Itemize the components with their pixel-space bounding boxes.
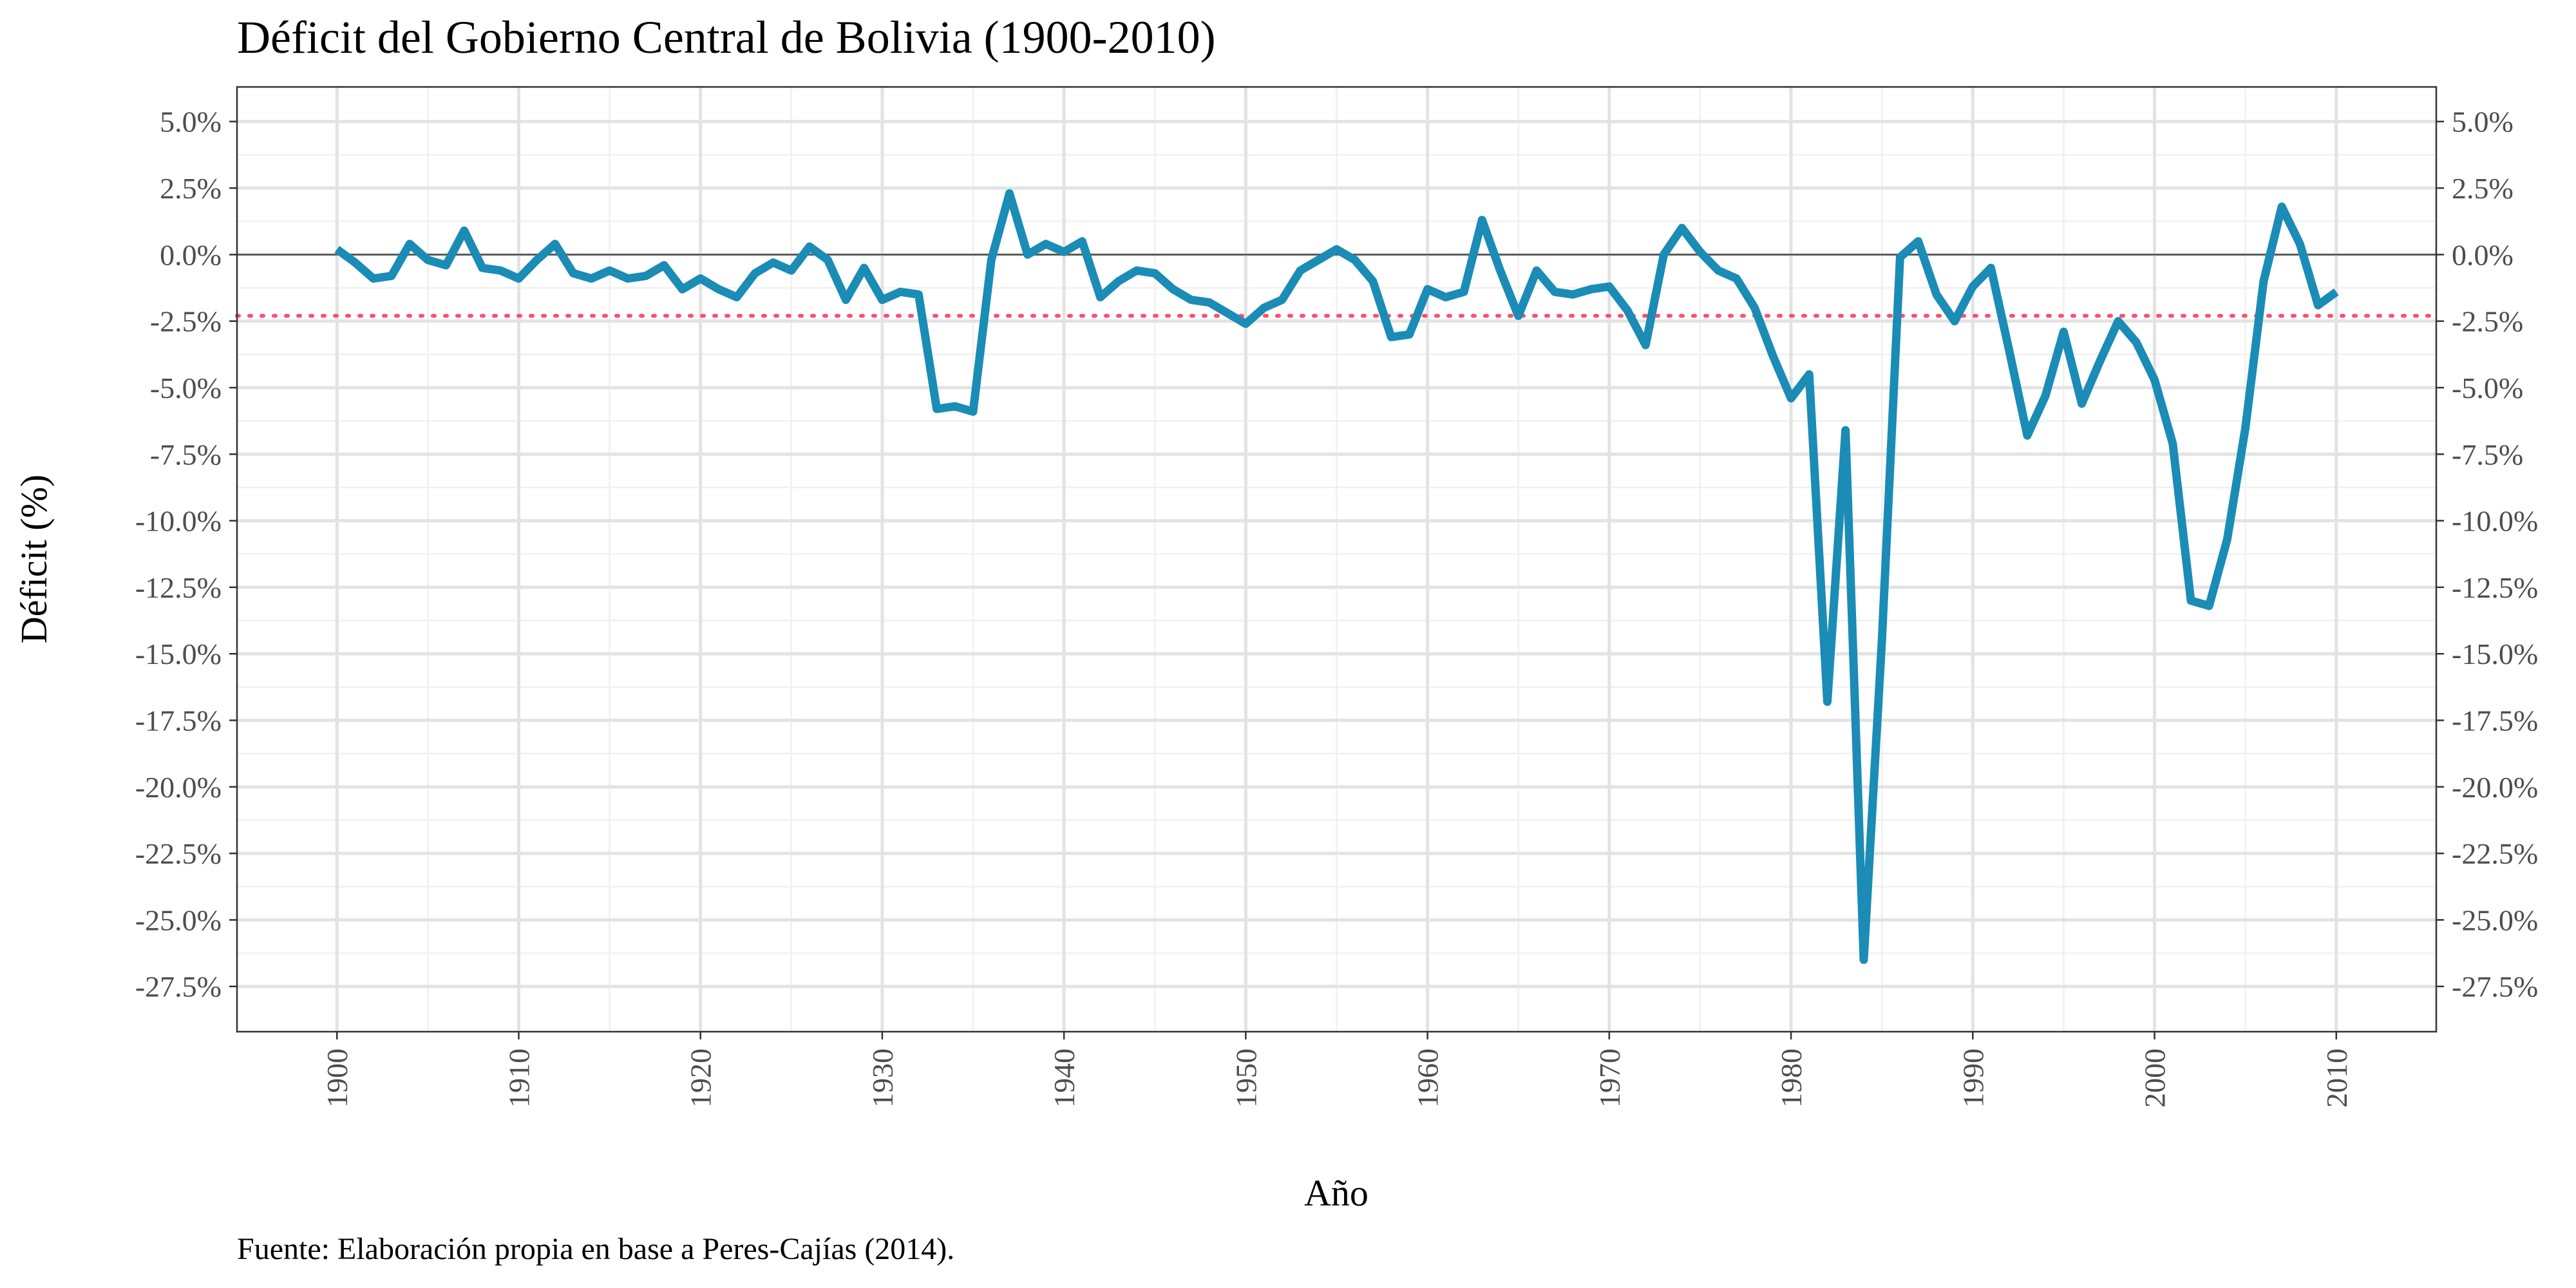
- x-tick-label: 1930: [866, 1048, 899, 1108]
- series-line: [334, 189, 2339, 964]
- y-tick-label-left: -25.0%: [135, 904, 222, 936]
- chart-title: Déficit del Gobierno Central de Bolivia …: [237, 12, 1216, 63]
- grid-lines: [237, 87, 2436, 1032]
- x-tick-label: 1980: [1775, 1048, 1808, 1108]
- x-axis-title: Año: [1304, 1172, 1368, 1214]
- axis-ticks: [229, 120, 2444, 1039]
- x-axis: 1900 1910 1920 1930 1940 1950 1960 1970 1980 1990…: [321, 1048, 2353, 1108]
- x-tick-label: 2000: [2139, 1048, 2172, 1108]
- y-tick-label-left: 2.5%: [160, 172, 222, 205]
- y-tick-label-right: 0.0%: [2452, 238, 2514, 271]
- y-axis-right: 5.0% 2.5% 0.0% -2.5% -5.0% -7.5% -10.0% -12.5% -…: [2452, 106, 2538, 1003]
- y-axis-title: Déficit (%): [13, 475, 55, 643]
- x-tick-label: 1960: [1412, 1048, 1444, 1108]
- y-tick-label-left: -2.5%: [150, 305, 222, 338]
- y-tick-label-right: -2.5%: [2452, 305, 2523, 338]
- y-tick-label-right: 5.0%: [2452, 106, 2514, 138]
- y-tick-label-left: -20.0%: [135, 771, 222, 804]
- y-tick-label-left: 5.0%: [160, 106, 222, 138]
- y-axis-left: 5.0% 2.5% 0.0% -2.5% -5.0% -7.5% -10.0% -12.5% -…: [135, 106, 222, 1003]
- plot-panel-border: [236, 86, 2438, 1033]
- x-tick-label: 1990: [1956, 1048, 1989, 1108]
- x-tick-label: 1900: [321, 1048, 354, 1108]
- y-tick-label-left: -12.5%: [135, 571, 222, 604]
- y-tick-label-right: -7.5%: [2452, 438, 2523, 471]
- x-tick-label: 1950: [1229, 1048, 1262, 1108]
- reference-lines: [235, 254, 2438, 318]
- x-tick-label: 1910: [502, 1048, 535, 1108]
- x-tick-label: 2010: [2320, 1048, 2353, 1108]
- chart-caption: Fuente: Elaboración propia en base a Per…: [237, 1232, 954, 1266]
- y-tick-label-right: 2.5%: [2452, 172, 2514, 205]
- y-tick-label-right: -27.5%: [2452, 971, 2538, 1003]
- x-tick-label: 1970: [1593, 1048, 1626, 1108]
- y-tick-label-left: -10.0%: [135, 505, 222, 538]
- y-tick-label-right: -12.5%: [2452, 571, 2538, 604]
- series-layer: [334, 189, 2339, 964]
- y-tick-label-left: -17.5%: [135, 705, 222, 737]
- y-tick-label-right: -17.5%: [2452, 705, 2538, 737]
- y-tick-label-left: -7.5%: [150, 438, 222, 471]
- y-tick-label-right: -22.5%: [2452, 837, 2538, 870]
- x-tick-label: 1940: [1048, 1048, 1081, 1108]
- y-tick-label-left: -27.5%: [135, 971, 222, 1003]
- y-tick-label-left: -22.5%: [135, 837, 222, 870]
- y-tick-label-left: -5.0%: [150, 372, 222, 404]
- y-tick-label-left: -15.0%: [135, 638, 222, 670]
- y-tick-label-right: -25.0%: [2452, 904, 2538, 936]
- y-tick-label-right: -15.0%: [2452, 638, 2538, 670]
- y-tick-label-right: -10.0%: [2452, 505, 2538, 538]
- y-tick-label-right: -5.0%: [2452, 372, 2523, 404]
- x-tick-label: 1920: [685, 1048, 717, 1108]
- y-tick-label-right: -20.0%: [2452, 771, 2538, 804]
- y-tick-label-left: 0.0%: [160, 238, 222, 271]
